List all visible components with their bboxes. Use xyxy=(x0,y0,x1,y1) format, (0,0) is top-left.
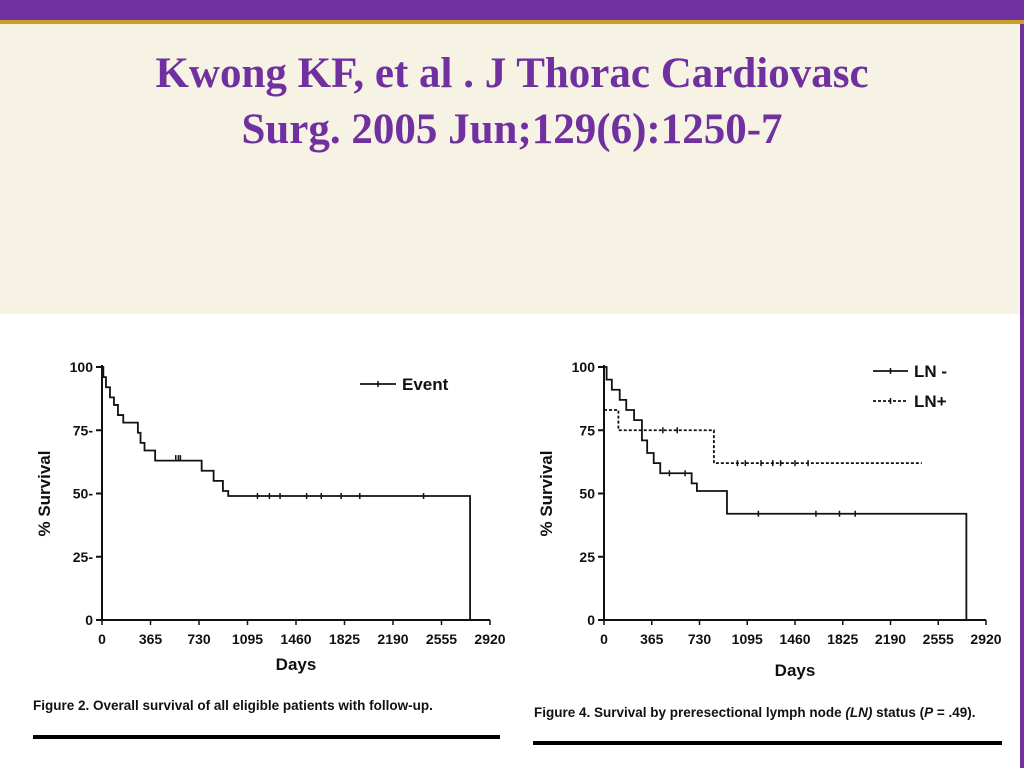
x-tick-label: 2190 xyxy=(377,631,408,647)
caption-italic-ln: (LN) xyxy=(845,705,873,720)
x-tick-label: 0 xyxy=(98,631,106,647)
caption-part: status ( xyxy=(872,705,925,720)
series-line-2 xyxy=(604,409,922,465)
caption-part: Figure 4. Survival by preresectional lym… xyxy=(534,705,846,720)
y-tick-label: 75- xyxy=(73,422,94,438)
x-tick-label: 730 xyxy=(187,631,211,647)
top-accent-bar xyxy=(0,0,1024,20)
y-tick-label: 25- xyxy=(73,549,94,565)
legend-label: LN+ xyxy=(914,392,947,411)
x-tick-label: 1460 xyxy=(779,631,810,647)
figure-4-rule xyxy=(533,741,1002,745)
slide-title-line-1: Kwong KF, et al . J Thorac Cardiovasc xyxy=(155,50,869,97)
survival-charts: 0 25- 50- 75- 100 0 365 730 1095 1460 1825 2190 2555… xyxy=(35,359,1002,680)
figure-2-caption: Figure 2. Overall survival of all eligib… xyxy=(33,698,433,713)
x-tick-label: 365 xyxy=(139,631,163,647)
x-tick-label: 2555 xyxy=(923,631,954,647)
y-tick-label: 50- xyxy=(73,486,94,502)
x-tick-label: 1095 xyxy=(732,631,763,647)
y-tick-label: 50 xyxy=(579,486,595,502)
y-axis-title: % Survival xyxy=(537,451,556,537)
figure-panel xyxy=(0,314,1020,768)
slide-title-line-2: Surg. 2005 Jun;129(6):1250-7 xyxy=(241,106,783,153)
y-tick-label: 0 xyxy=(587,612,595,628)
x-tick-label: 1825 xyxy=(827,631,858,647)
y-tick-label: 75 xyxy=(579,422,595,438)
x-tick-label: 2920 xyxy=(474,631,505,647)
figure-4-caption: Figure 4. Survival by preresectional lym… xyxy=(534,705,976,720)
x-axis-title: Days xyxy=(775,661,816,680)
legend-label: Event xyxy=(402,375,449,394)
x-tick-label: 1825 xyxy=(329,631,360,647)
caption-part: = .49). xyxy=(933,705,976,720)
slide-title: Kwong KF, et al . J Thorac Cardiovasc Su… xyxy=(40,46,984,158)
series-line-1 xyxy=(604,366,968,620)
y-tick-label: 0 xyxy=(85,612,93,628)
y-tick-label: 100 xyxy=(70,359,94,375)
x-tick-label: 2555 xyxy=(426,631,457,647)
y-axis-title: % Survival xyxy=(35,451,54,537)
series-line-1 xyxy=(102,366,471,620)
caption-italic-p: P xyxy=(924,705,934,720)
x-tick-label: 730 xyxy=(688,631,712,647)
x-tick-label: 1460 xyxy=(280,631,311,647)
figure-2-rule xyxy=(33,735,500,739)
y-tick-label: 25 xyxy=(579,549,595,565)
x-tick-label: 365 xyxy=(640,631,664,647)
gold-divider-line xyxy=(0,20,1024,24)
x-tick-label: 2190 xyxy=(875,631,906,647)
x-axis-title: Days xyxy=(276,655,317,674)
right-accent-bar xyxy=(1020,24,1024,768)
x-tick-label: 2920 xyxy=(970,631,1001,647)
y-tick-label: 100 xyxy=(572,359,596,375)
x-tick-label: 0 xyxy=(600,631,608,647)
legend-label: LN - xyxy=(914,362,947,381)
x-tick-label: 1095 xyxy=(232,631,263,647)
